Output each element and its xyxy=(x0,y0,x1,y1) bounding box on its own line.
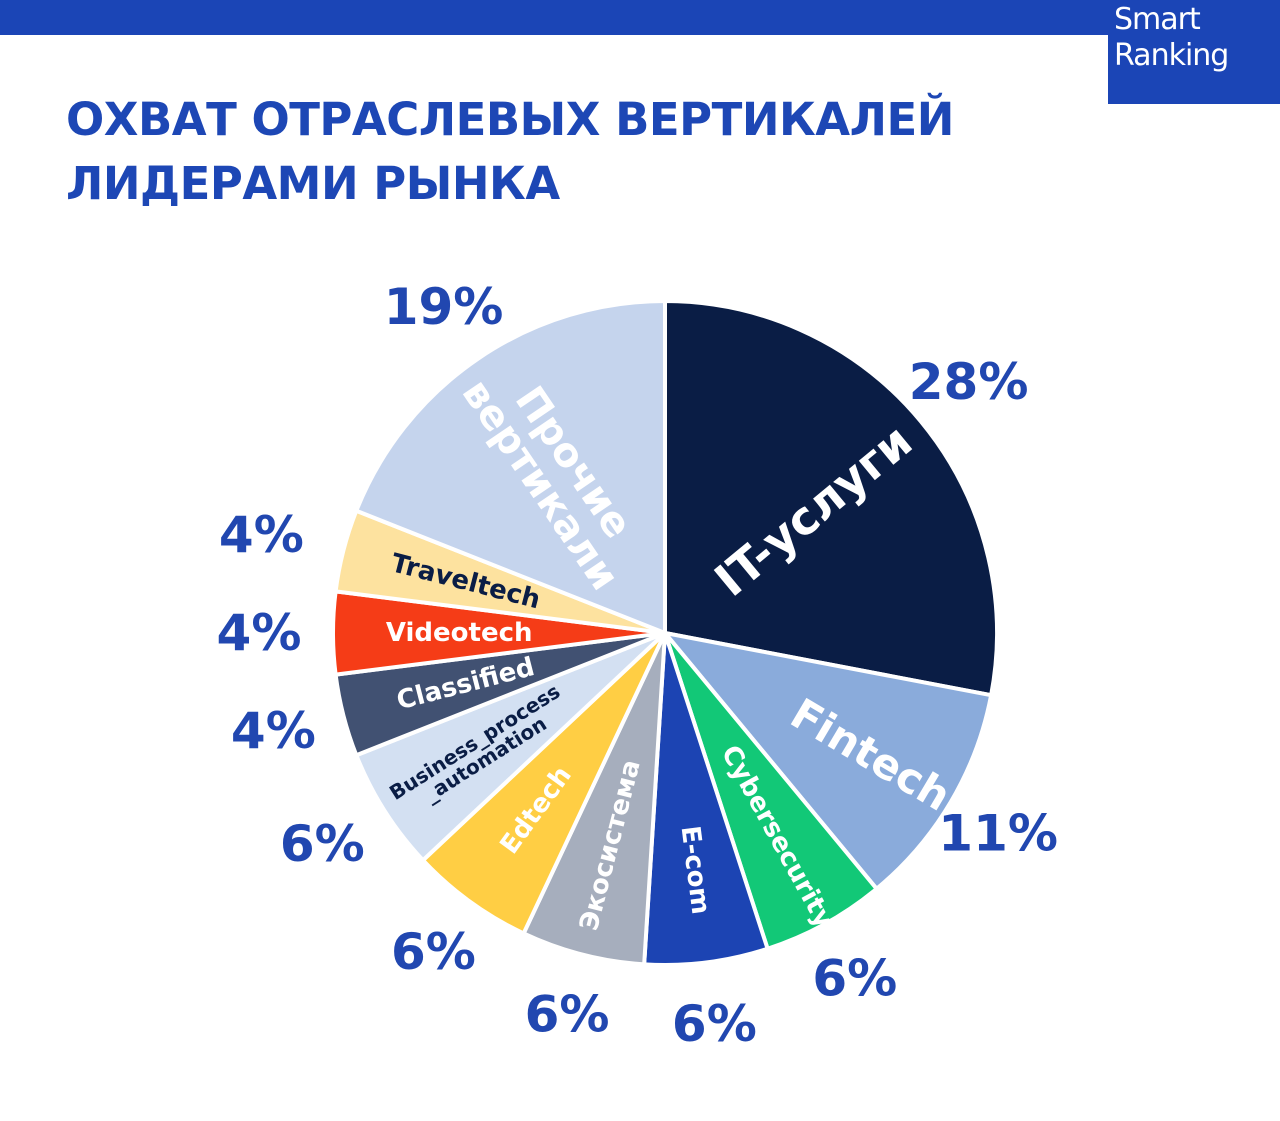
percent-label: 4% xyxy=(231,702,316,760)
percent-label: 6% xyxy=(391,923,476,981)
pie-slice xyxy=(354,299,667,635)
pie-slice xyxy=(354,631,667,863)
slice-label: Videotech xyxy=(386,618,533,648)
percent-label: 28% xyxy=(909,353,1029,411)
pie-slice xyxy=(663,631,994,891)
page-title: ОХВАТ ОТРАСЛЕВЫХ ВЕРТИКАЛЕЙ ЛИДЕРАМИ РЫН… xyxy=(66,88,1066,216)
pie-slice xyxy=(521,631,667,967)
percent-label: 6% xyxy=(525,986,610,1044)
title-line-2: ЛИДЕРАМИ РЫНКА xyxy=(66,157,560,210)
pie-slice xyxy=(663,299,999,698)
percent-label: 4% xyxy=(217,604,302,662)
logo-line-2: Ranking xyxy=(1114,38,1229,73)
slice-label-line: Videotech xyxy=(386,618,533,648)
percent-label: 11% xyxy=(938,805,1058,863)
smart-ranking-logo xyxy=(1108,0,1280,104)
percent-label: 19% xyxy=(384,278,504,336)
percent-label: 4% xyxy=(219,506,304,564)
pie-slice xyxy=(642,631,770,967)
pie-slice xyxy=(420,631,667,936)
percent-label: 6% xyxy=(672,995,757,1053)
pie-slice xyxy=(663,631,879,951)
title-line-1: ОХВАТ ОТРАСЛЕВЫХ ВЕРТИКАЛЕЙ xyxy=(66,93,954,146)
top-accent-bar xyxy=(0,0,1280,35)
logo-text: Smart Ranking xyxy=(1114,2,1274,74)
percent-label: 6% xyxy=(280,815,365,873)
logo-line-1: Smart xyxy=(1114,2,1201,37)
percent-label: 6% xyxy=(812,949,897,1007)
